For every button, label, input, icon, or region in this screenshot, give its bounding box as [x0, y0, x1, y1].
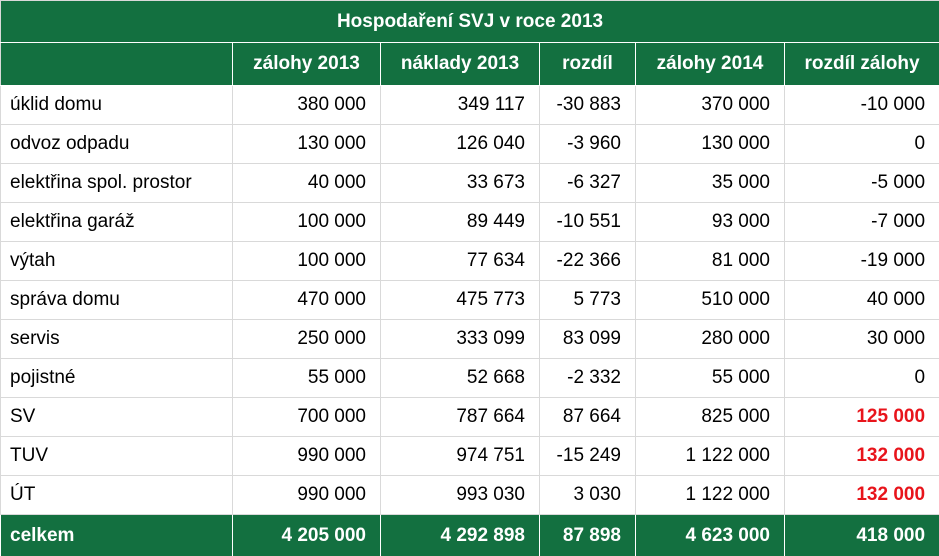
cell-naklady-2013: 33 673 [380, 163, 540, 203]
total-row: celkem 4 205 000 4 292 898 87 898 4 623 … [0, 514, 939, 556]
cell-naklady-2013: 333 099 [380, 319, 540, 359]
table-row: výtah 100 000 77 634 -22 366 81 000 -19 000 [0, 241, 939, 281]
total-rozdil: 87 898 [539, 514, 636, 556]
table-row: SV 700 000 787 664 87 664 825 000 125 000 [0, 397, 939, 437]
cell-zalohy-2013: 990 000 [232, 436, 381, 476]
column-header-zalohy-2013: zálohy 2013 [232, 42, 381, 86]
cell-rozdil: 83 099 [539, 319, 636, 359]
table-row: úklid domu 380 000 349 117 -30 883 370 000 -1… [0, 85, 939, 125]
cell-zalohy-2014: 280 000 [635, 319, 785, 359]
cell-zalohy-2013: 100 000 [232, 202, 381, 242]
column-header-zalohy-2014: zálohy 2014 [635, 42, 785, 86]
table-row: odvoz odpadu 130 000 126 040 -3 960 130 000 0 [0, 124, 939, 164]
cell-zalohy-2014: 81 000 [635, 241, 785, 281]
cell-zalohy-2014: 130 000 [635, 124, 785, 164]
cell-zalohy-2014: 1 122 000 [635, 436, 785, 476]
row-label: odvoz odpadu [0, 124, 233, 164]
cell-zalohy-2013: 700 000 [232, 397, 381, 437]
cell-zalohy-2014: 370 000 [635, 85, 785, 125]
cell-rozdil-zalohy: 125 000 [783, 397, 939, 437]
row-label: ÚT [0, 475, 233, 515]
total-zalohy-2014: 4 623 000 [635, 514, 785, 556]
cell-naklady-2013: 475 773 [380, 280, 540, 320]
cell-naklady-2013: 993 030 [380, 475, 540, 515]
cell-rozdil: -3 960 [539, 124, 636, 164]
cell-rozdil: -22 366 [539, 241, 636, 281]
table-row: TUV 990 000 974 751 -15 249 1 122 000 132 000 [0, 436, 939, 476]
cell-naklady-2013: 126 040 [380, 124, 540, 164]
row-label: elektřina spol. prostor [0, 163, 233, 203]
table-row: servis 250 000 333 099 83 099 280 000 30 000 [0, 319, 939, 359]
cell-rozdil-zalohy: 0 [783, 358, 939, 398]
table-title: Hospodaření SVJ v roce 2013 [0, 0, 939, 43]
column-header-label [0, 42, 233, 86]
cell-zalohy-2013: 100 000 [232, 241, 381, 281]
cell-zalohy-2014: 35 000 [635, 163, 785, 203]
cell-rozdil-zalohy: 30 000 [783, 319, 939, 359]
cell-zalohy-2013: 130 000 [232, 124, 381, 164]
row-label: pojistné [0, 358, 233, 398]
cell-rozdil: -15 249 [539, 436, 636, 476]
total-naklady-2013: 4 292 898 [380, 514, 540, 556]
cell-rozdil-zalohy: -19 000 [783, 241, 939, 281]
cell-zalohy-2013: 250 000 [232, 319, 381, 359]
cell-naklady-2013: 52 668 [380, 358, 540, 398]
cell-zalohy-2014: 93 000 [635, 202, 785, 242]
column-header-rozdil-zalohy: rozdíl zálohy [783, 42, 939, 86]
cell-zalohy-2013: 470 000 [232, 280, 381, 320]
cell-naklady-2013: 974 751 [380, 436, 540, 476]
total-rozdil-zalohy: 418 000 [783, 514, 939, 556]
cell-naklady-2013: 77 634 [380, 241, 540, 281]
cell-rozdil-zalohy: 40 000 [783, 280, 939, 320]
cell-rozdil: -6 327 [539, 163, 636, 203]
header-row: zálohy 2013 náklady 2013 rozdíl zálohy 2… [0, 42, 939, 86]
column-header-naklady-2013: náklady 2013 [380, 42, 540, 86]
cell-rozdil: -10 551 [539, 202, 636, 242]
cell-rozdil: 87 664 [539, 397, 636, 437]
row-label: SV [0, 397, 233, 437]
cell-rozdil: -30 883 [539, 85, 636, 125]
table-row: elektřina garáž 100 000 89 449 -10 551 93 00… [0, 202, 939, 242]
total-zalohy-2013: 4 205 000 [232, 514, 381, 556]
row-label: TUV [0, 436, 233, 476]
table-row: elektřina spol. prostor 40 000 33 673 -6 32… [0, 163, 939, 203]
cell-rozdil-zalohy: 0 [783, 124, 939, 164]
cell-naklady-2013: 89 449 [380, 202, 540, 242]
cell-zalohy-2013: 40 000 [232, 163, 381, 203]
cell-naklady-2013: 787 664 [380, 397, 540, 437]
table-row: pojistné 55 000 52 668 -2 332 55 000 0 [0, 358, 939, 398]
total-label: celkem [0, 514, 233, 556]
cell-rozdil-zalohy: 132 000 [783, 475, 939, 515]
cell-zalohy-2013: 380 000 [232, 85, 381, 125]
row-label: výtah [0, 241, 233, 281]
cell-rozdil-zalohy: -7 000 [783, 202, 939, 242]
row-label: elektřina garáž [0, 202, 233, 242]
cell-rozdil: -2 332 [539, 358, 636, 398]
title-row: Hospodaření SVJ v roce 2013 [0, 0, 939, 43]
cell-rozdil-zalohy: -5 000 [783, 163, 939, 203]
cell-zalohy-2014: 825 000 [635, 397, 785, 437]
cell-zalohy-2014: 510 000 [635, 280, 785, 320]
row-label: správa domu [0, 280, 233, 320]
row-label: úklid domu [0, 85, 233, 125]
column-header-rozdil: rozdíl [539, 42, 636, 86]
cell-rozdil: 5 773 [539, 280, 636, 320]
table-row: ÚT 990 000 993 030 3 030 1 122 000 132 000 [0, 475, 939, 515]
cell-zalohy-2014: 55 000 [635, 358, 785, 398]
cell-rozdil: 3 030 [539, 475, 636, 515]
cell-rozdil-zalohy: 132 000 [783, 436, 939, 476]
cell-zalohy-2014: 1 122 000 [635, 475, 785, 515]
table-body: úklid domu 380 000 349 117 -30 883 370 000 -1… [0, 85, 939, 515]
cell-zalohy-2013: 990 000 [232, 475, 381, 515]
cell-naklady-2013: 349 117 [380, 85, 540, 125]
cell-zalohy-2013: 55 000 [232, 358, 381, 398]
cell-rozdil-zalohy: -10 000 [783, 85, 939, 125]
row-label: servis [0, 319, 233, 359]
table-row: správa domu 470 000 475 773 5 773 510 000 40 … [0, 280, 939, 320]
